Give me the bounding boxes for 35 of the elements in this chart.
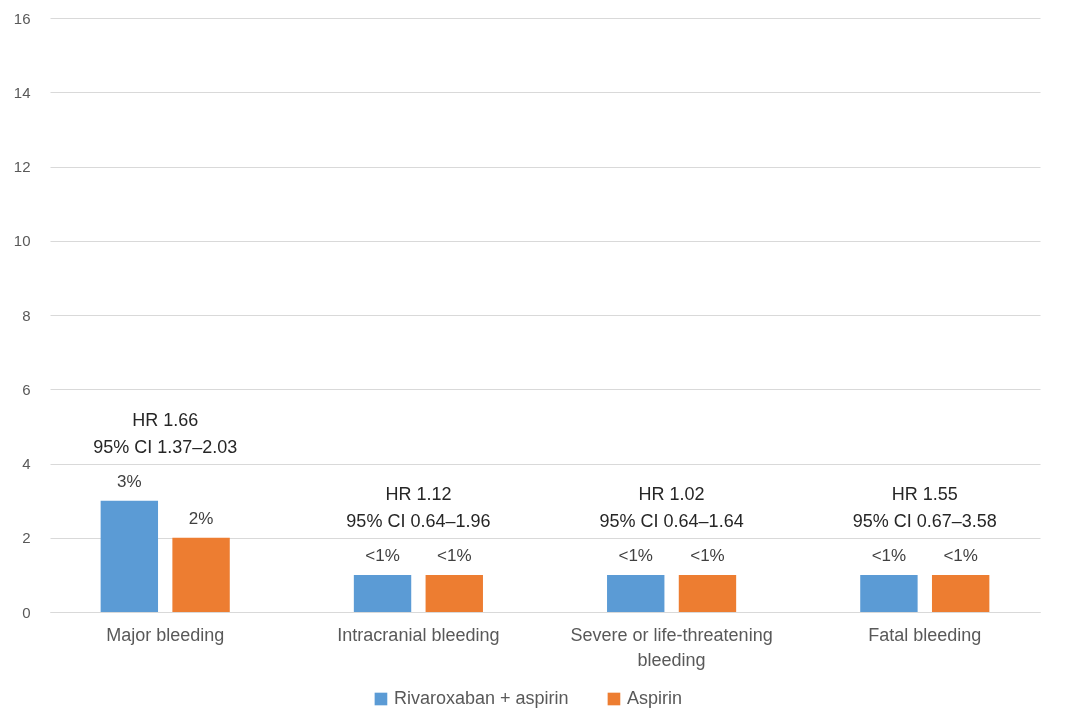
annotation: HR 1.02 95% CI 0.64–1.64: [599, 483, 744, 531]
data-label: 2%: [188, 508, 214, 528]
data-label: <1%: [365, 545, 400, 565]
y-tick-label: 12: [13, 158, 31, 175]
bar: [678, 574, 737, 612]
y-tick-label: 8: [22, 306, 31, 324]
bar: [425, 574, 483, 612]
y-tick-label: 4: [22, 455, 31, 472]
y-tick-label: 0: [22, 603, 31, 621]
data-label: <1%: [690, 545, 725, 565]
bar: [860, 574, 918, 612]
legend-label: Aspirin: [626, 688, 682, 708]
x-tick-label: Severe or life-threatening bleeding: [570, 624, 773, 670]
data-label: 3%: [117, 471, 142, 491]
bar: [607, 574, 665, 612]
bar: [172, 537, 230, 612]
data-label: <1%: [437, 545, 472, 565]
annotation: HR 1.12 95% CI 0.64–1.96: [346, 483, 491, 531]
annotation: HR 1.66 95% CI 1.37–2.03: [93, 409, 238, 457]
y-tick-label: 10: [13, 232, 31, 250]
legend-label: Rivaroxaban + aspirin: [393, 688, 569, 708]
y-tick-label: 6: [22, 380, 31, 398]
bar: [353, 574, 412, 612]
data-label: <1%: [943, 545, 978, 565]
x-tick-label: Major bleeding: [106, 624, 225, 645]
x-tick-label: Intracranial bleeding: [337, 624, 500, 645]
y-tick-label: 14: [13, 83, 31, 101]
bar: [931, 574, 990, 612]
y-tick-label: 2: [22, 529, 31, 547]
bar: [100, 500, 159, 612]
data-label: <1%: [618, 545, 653, 565]
data-label: <1%: [871, 545, 907, 565]
y-tick-label: 16: [13, 9, 31, 27]
x-tick-label: Fatal bleeding: [868, 624, 982, 645]
annotation: HR 1.55 95% CI 0.67–3.58: [852, 483, 997, 531]
